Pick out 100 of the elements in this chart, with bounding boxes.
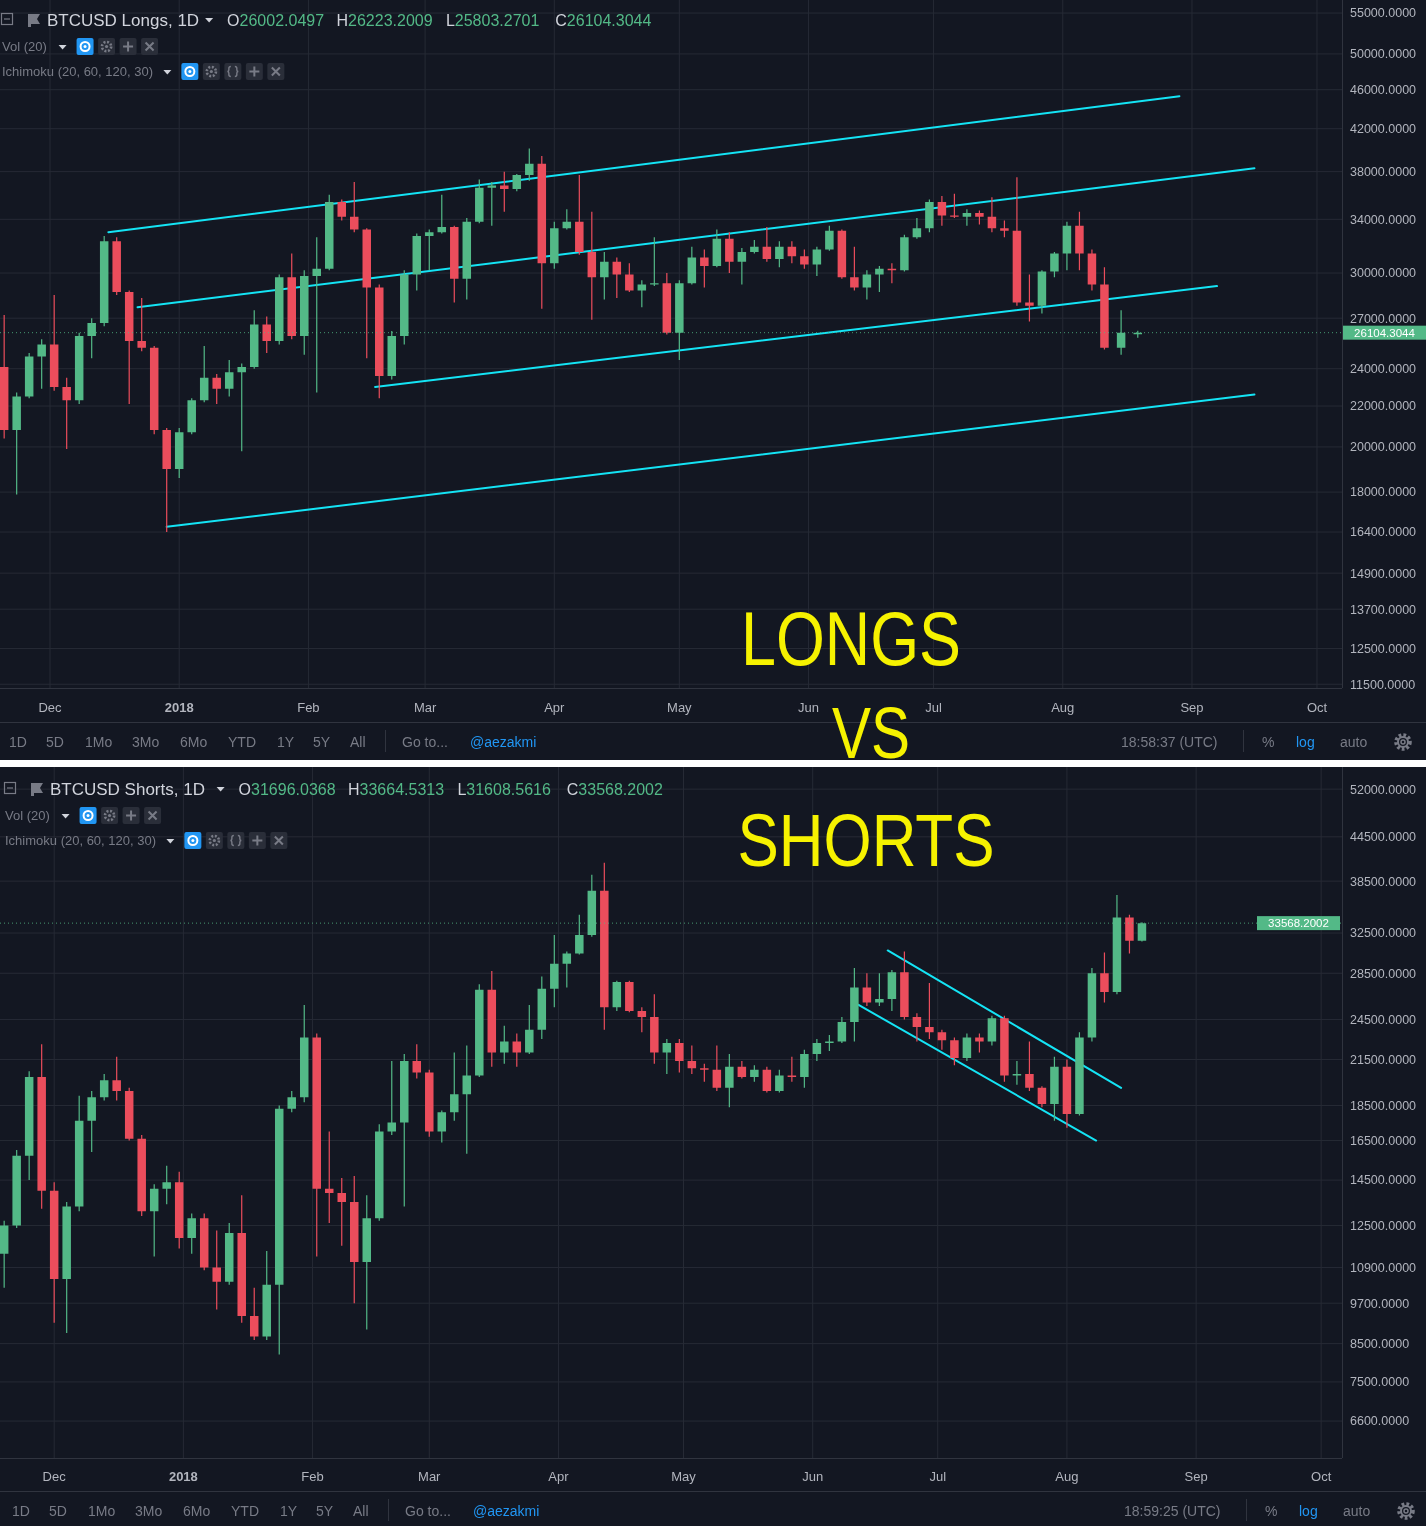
candlestick — [475, 984, 484, 1078]
x-tick-label: Mar — [418, 1469, 442, 1484]
y-tick-label: 55000.0000 — [1350, 6, 1417, 21]
annotation: C33568.2002 — [566, 781, 663, 798]
x-tick-label: Dec — [38, 700, 63, 715]
text: 1Mo — [85, 734, 113, 750]
text: @aezakmi — [470, 734, 537, 750]
annotation: O31696.0368 — [238, 781, 336, 798]
candlestick — [575, 175, 584, 255]
candlestick — [37, 339, 46, 389]
candlestick — [375, 1124, 384, 1221]
annotation: Ichimoku (20, 60, 120, 30) — [2, 64, 154, 79]
y-tick-label: 22000.0000 — [1350, 399, 1417, 414]
candlestick — [987, 197, 997, 233]
x-tick-label: Sep — [1184, 1469, 1208, 1484]
y-tick-label: 14500.0000 — [1350, 1173, 1417, 1188]
candlestick — [525, 148, 534, 181]
x-tick-label: Oct — [1306, 700, 1328, 715]
candlestick — [1050, 252, 1059, 278]
candlestick — [550, 221, 559, 269]
y-tick-label: 30000.0000 — [1350, 266, 1417, 281]
text: 1Y — [280, 1503, 298, 1519]
candlestick — [37, 1044, 46, 1209]
x-tick-label: Apr — [548, 1469, 570, 1484]
x-tick-label: Aug — [1051, 700, 1075, 715]
candlestick — [187, 1213, 196, 1254]
y-tick-label: 13700.0000 — [1350, 602, 1417, 617]
ref-line-label: 26104.3044 — [1354, 326, 1416, 339]
candlestick — [1125, 914, 1134, 954]
x-tick-label: Dec — [42, 1469, 67, 1484]
candlestick — [500, 171, 509, 212]
candlestick — [350, 1175, 359, 1304]
candlestick — [375, 284, 384, 399]
y-tick-label: 7500.0000 — [1350, 1375, 1410, 1390]
candlestick — [900, 234, 909, 272]
candlestick — [675, 1038, 684, 1073]
text: 18:58:37 (UTC) — [1121, 734, 1218, 750]
text: Go to... — [402, 734, 448, 750]
text: log — [1296, 734, 1315, 750]
text: 1D — [9, 734, 27, 750]
y-tick-label: 46000.0000 — [1350, 83, 1417, 98]
candlestick — [1100, 267, 1109, 350]
y-tick-label: 16400.0000 — [1350, 525, 1417, 540]
y-tick-label: 8500.0000 — [1350, 1336, 1410, 1351]
text: 18:59:25 (UTC) — [1124, 1503, 1221, 1519]
candlestick — [600, 862, 609, 1030]
x-tick-label: Jul — [929, 1469, 947, 1484]
annotation: O26002.0497 — [227, 12, 325, 29]
y-tick-label: 44500.0000 — [1350, 830, 1417, 845]
candlestick — [287, 253, 296, 340]
text: @aezakmi — [473, 1503, 540, 1519]
text: BTCUSD Shorts, 1D — [50, 780, 205, 799]
candlestick — [262, 1251, 271, 1341]
candlestick — [900, 951, 909, 1020]
y-tick-label: 50000.0000 — [1350, 47, 1417, 62]
annotation: SHORTS — [737, 799, 1045, 882]
text: YTD — [231, 1503, 259, 1519]
y-tick-label: 24000.0000 — [1350, 362, 1417, 377]
candlestick — [425, 1069, 434, 1137]
candlestick — [212, 1230, 221, 1310]
x-tick-label: May — [667, 700, 693, 715]
candlestick — [1025, 1041, 1034, 1091]
text: 5Y — [313, 734, 331, 750]
text: auto — [1340, 734, 1368, 750]
candlestick — [800, 249, 809, 269]
annotation: LONGS — [741, 596, 1008, 681]
candlestick — [87, 1090, 96, 1152]
candlestick — [450, 225, 459, 303]
y-tick-label: 52000.0000 — [1350, 782, 1417, 797]
text: Go to... — [405, 1503, 451, 1519]
x-tick-label: Oct — [1311, 1469, 1332, 1484]
candlestick — [650, 237, 659, 287]
text: 3Mo — [135, 1503, 163, 1519]
x-tick-label: 2018 — [168, 1469, 198, 1484]
annotation: L25803.2701 — [445, 12, 540, 29]
candlestick — [400, 1053, 409, 1207]
candlestick — [137, 298, 146, 352]
candlestick — [550, 934, 559, 1008]
text: 5D — [49, 1503, 67, 1519]
y-tick-label: 28500.0000 — [1350, 966, 1417, 981]
candlestick — [12, 392, 21, 495]
y-tick-label: 6600.0000 — [1350, 1414, 1410, 1429]
candlestick — [850, 967, 859, 1042]
y-tick-label: 12500.0000 — [1350, 641, 1417, 656]
y-tick-label: 12500.0000 — [1350, 1218, 1417, 1233]
y-tick-label: 10900.0000 — [1350, 1260, 1417, 1275]
candlestick — [112, 1056, 121, 1101]
y-tick-label: 24500.0000 — [1350, 1012, 1417, 1027]
annotation: H33664.5313 — [348, 781, 445, 798]
annotation: Vol (20) — [2, 39, 47, 54]
candlestick — [975, 210, 984, 225]
x-tick-label: Sep — [1180, 700, 1204, 715]
text: 3Mo — [132, 734, 160, 750]
candlestick — [1012, 177, 1022, 306]
x-tick-label: Apr — [544, 700, 566, 715]
candlestick — [187, 398, 196, 435]
text: 5Y — [316, 1503, 334, 1519]
x-tick-label: Jun — [798, 700, 820, 715]
y-tick-label: 18500.0000 — [1350, 1098, 1417, 1113]
annotation: Vol (20) — [5, 808, 50, 823]
